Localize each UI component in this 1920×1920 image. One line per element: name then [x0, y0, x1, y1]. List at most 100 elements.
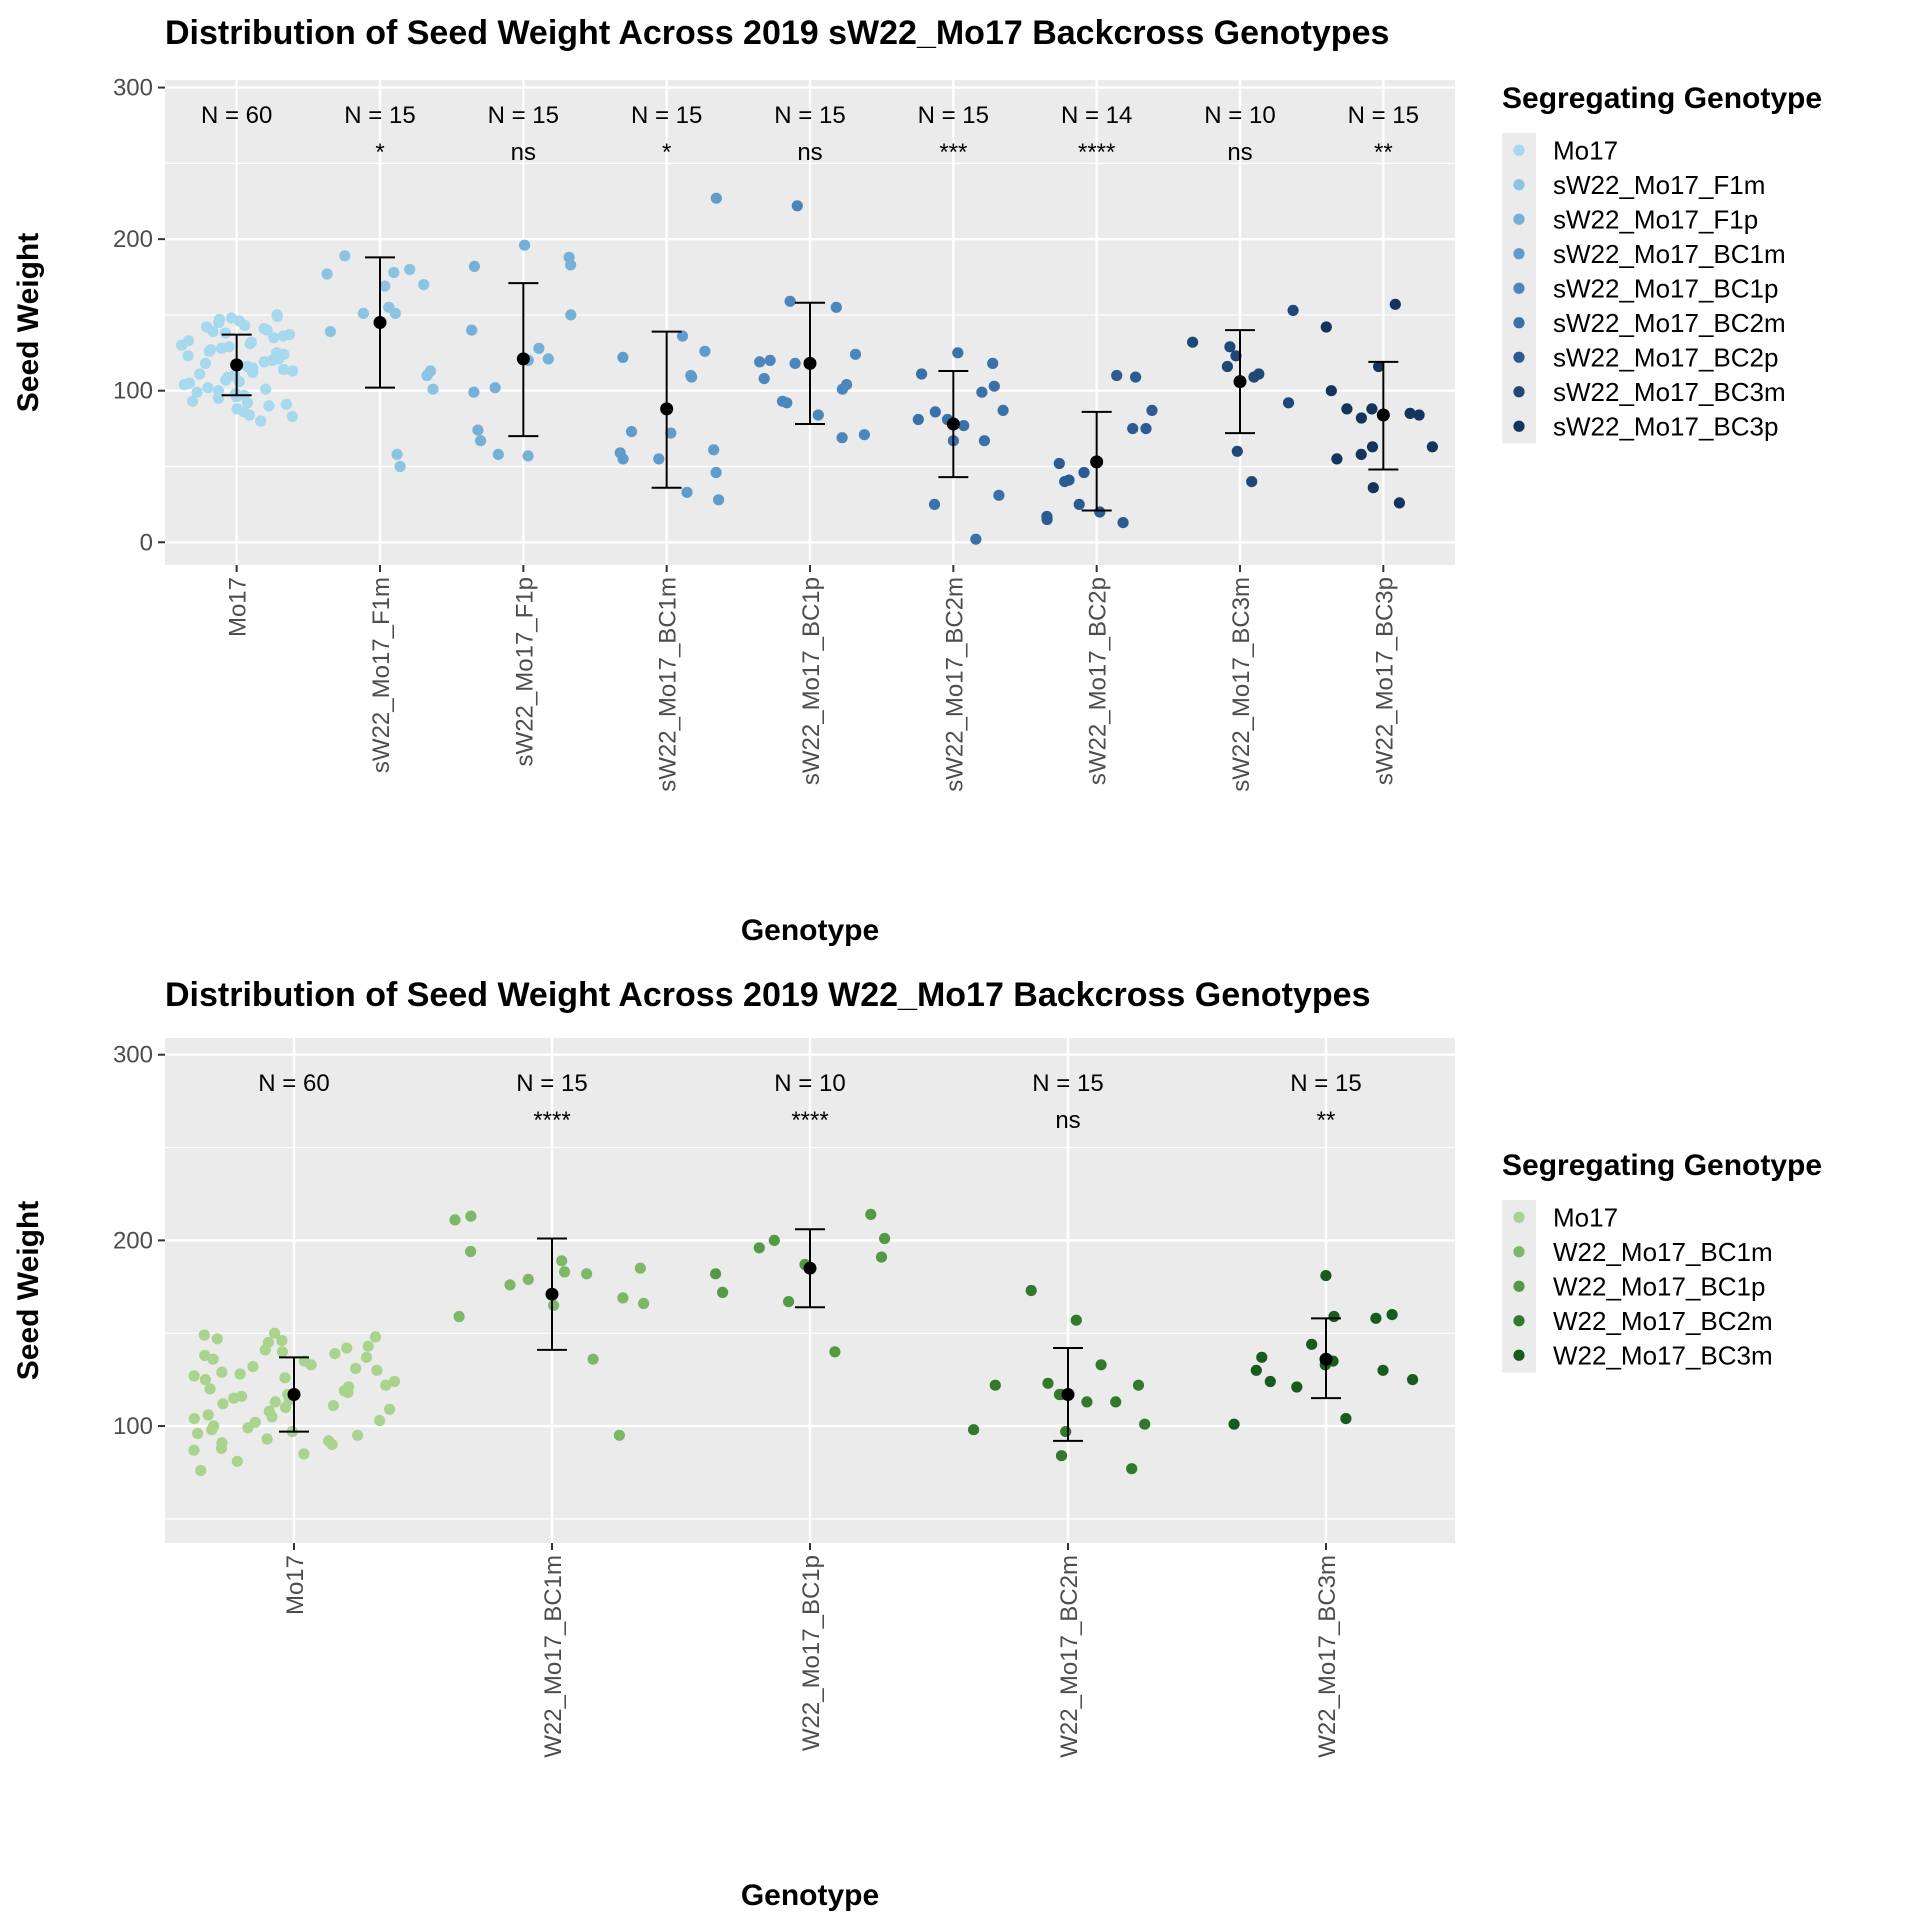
data-point-W22_Mo17_BC2m — [1055, 1450, 1068, 1462]
data-point-Mo17 — [380, 1379, 392, 1391]
data-point-sW22_Mo17_F1m — [389, 307, 401, 319]
data-point-sW22_Mo17_BC3m — [1231, 445, 1243, 457]
data-point-sW22_Mo17_BC1p — [789, 357, 801, 369]
x-tick-label: sW22_Mo17_BC2p — [1085, 577, 1112, 785]
data-point-sW22_Mo17_BC3m — [1221, 360, 1233, 373]
data-point-sW22_Mo17_BC2m — [976, 386, 988, 398]
data-point-Mo17 — [214, 313, 226, 326]
y-tick-label: 0 — [140, 529, 153, 556]
data-point-Mo17 — [223, 341, 235, 353]
data-point-Mo17 — [286, 410, 298, 423]
data-point-sW22_Mo17_BC3m — [1248, 371, 1260, 383]
data-point-Mo17 — [341, 1342, 353, 1354]
data-point-Mo17 — [266, 354, 278, 366]
data-point-sW22_Mo17_BC3m — [1187, 336, 1199, 348]
data-point-sW22_Mo17_BC2m — [916, 368, 928, 380]
data-point-W22_Mo17_BC1p — [879, 1232, 891, 1245]
data-point-Mo17 — [327, 1400, 339, 1412]
data-point-Mo17 — [241, 397, 254, 409]
data-point-Mo17 — [183, 377, 196, 389]
legend-label: W22_Mo17_BC2m — [1553, 1306, 1773, 1336]
data-point-sW22_Mo17_BC2p — [1127, 423, 1139, 435]
data-point-Mo17 — [207, 326, 219, 338]
mean-point-W22_Mo17_BC2m — [1061, 1388, 1075, 1401]
data-point-sW22_Mo17_BC2p — [1053, 457, 1065, 470]
data-point-sW22_Mo17_BC2m — [988, 380, 1000, 392]
data-point-Mo17 — [228, 369, 241, 382]
data-point-sW22_Mo17_BC2m — [928, 498, 941, 510]
x-tick-label: sW22_Mo17_BC3p — [1371, 577, 1398, 785]
data-point-sW22_Mo17_BC2p — [1140, 423, 1152, 435]
data-point-Mo17 — [202, 1409, 214, 1421]
significance-label: * — [375, 139, 384, 166]
data-point-Mo17 — [329, 1348, 341, 1360]
y-tick-label: 200 — [113, 1227, 153, 1254]
data-point-Mo17 — [268, 332, 280, 344]
data-point-sW22_Mo17_BC2m — [952, 347, 964, 359]
data-point-W22_Mo17_BC1m — [548, 1299, 560, 1311]
data-point-sW22_Mo17_BC3p — [1355, 412, 1367, 424]
legend-label: sW22_Mo17_F1p — [1553, 204, 1758, 234]
data-point-sW22_Mo17_F1m — [427, 383, 439, 395]
legend-key-Mo17 — [1513, 1211, 1525, 1223]
y-tick-label: 100 — [113, 378, 153, 405]
data-point-W22_Mo17_BC3m — [1386, 1309, 1398, 1321]
data-point-Mo17 — [362, 1340, 374, 1352]
data-point-sW22_Mo17_BC1m — [681, 486, 693, 498]
data-point-sW22_Mo17_F1m — [339, 250, 351, 262]
data-point-Mo17 — [263, 400, 275, 412]
data-point-sW22_Mo17_F1p — [522, 450, 534, 462]
data-point-Mo17 — [217, 1398, 229, 1410]
chart-panel-1: Distribution of Seed Weight Across 2019 … — [12, 14, 1822, 947]
data-point-W22_Mo17_BC2m — [968, 1424, 980, 1436]
data-point-sW22_Mo17_BC3p — [1325, 385, 1337, 397]
data-point-W22_Mo17_BC3m — [1328, 1310, 1340, 1323]
x-tick-label: sW22_Mo17_F1m — [368, 577, 395, 773]
data-point-W22_Mo17_BC2m — [1095, 1359, 1107, 1371]
mean-point-sW22_Mo17_BC3p — [1376, 408, 1390, 422]
data-point-sW22_Mo17_BC3p — [1366, 441, 1379, 453]
n-label: N = 15 — [344, 102, 415, 129]
data-point-W22_Mo17_BC3m — [1370, 1312, 1382, 1324]
data-point-Mo17 — [198, 1329, 210, 1341]
data-point-sW22_Mo17_BC1p — [858, 429, 871, 441]
y-tick-label: 200 — [113, 226, 153, 253]
data-point-sW22_Mo17_F1p — [475, 435, 487, 447]
data-point-Mo17 — [286, 365, 299, 377]
data-point-Mo17 — [220, 374, 232, 386]
n-label: N = 15 — [918, 102, 989, 129]
data-point-Mo17 — [323, 1435, 335, 1447]
data-point-Mo17 — [216, 1437, 228, 1449]
legend-label: sW22_Mo17_BC3p — [1553, 411, 1778, 441]
x-tick-label: W22_Mo17_BC3m — [1314, 1555, 1341, 1758]
legend-label: sW22_Mo17_BC1m — [1553, 239, 1786, 269]
legend-key-sW22_Mo17_F1p — [1513, 213, 1525, 225]
legend-key-Mo17 — [1513, 144, 1525, 156]
mean-point-W22_Mo17_BC1p — [803, 1261, 817, 1275]
data-point-W22_Mo17_BC1m — [613, 1429, 626, 1441]
data-point-sW22_Mo17_F1p — [563, 251, 575, 263]
data-point-sW22_Mo17_BC2m — [958, 420, 970, 432]
data-point-Mo17 — [266, 1411, 278, 1423]
data-point-sW22_Mo17_F1m — [357, 307, 369, 319]
data-point-W22_Mo17_BC1m — [465, 1210, 477, 1222]
legend-label: sW22_Mo17_F1m — [1553, 170, 1765, 200]
data-point-sW22_Mo17_BC1p — [754, 356, 766, 368]
legend-key-sW22_Mo17_BC2p — [1513, 351, 1525, 363]
data-point-W22_Mo17_BC3m — [1306, 1338, 1318, 1350]
data-point-sW22_Mo17_BC3m — [1287, 304, 1299, 316]
data-point-Mo17 — [259, 1344, 271, 1356]
x-axis-title: Genotype — [741, 914, 879, 947]
legend-label: sW22_Mo17_BC3m — [1553, 377, 1786, 407]
n-label: N = 15 — [1032, 1070, 1103, 1097]
data-point-sW22_Mo17_BC1m — [710, 466, 722, 479]
data-point-sW22_Mo17_BC1p — [812, 409, 824, 421]
data-point-Mo17 — [271, 310, 283, 322]
data-point-Mo17 — [192, 1427, 204, 1440]
data-point-Mo17 — [276, 1346, 288, 1358]
data-point-W22_Mo17_BC1m — [617, 1292, 629, 1304]
data-point-sW22_Mo17_BC3m — [1224, 341, 1236, 353]
data-point-W22_Mo17_BC2m — [1042, 1377, 1054, 1389]
legend-title: Segregating Genotype — [1502, 1149, 1822, 1182]
